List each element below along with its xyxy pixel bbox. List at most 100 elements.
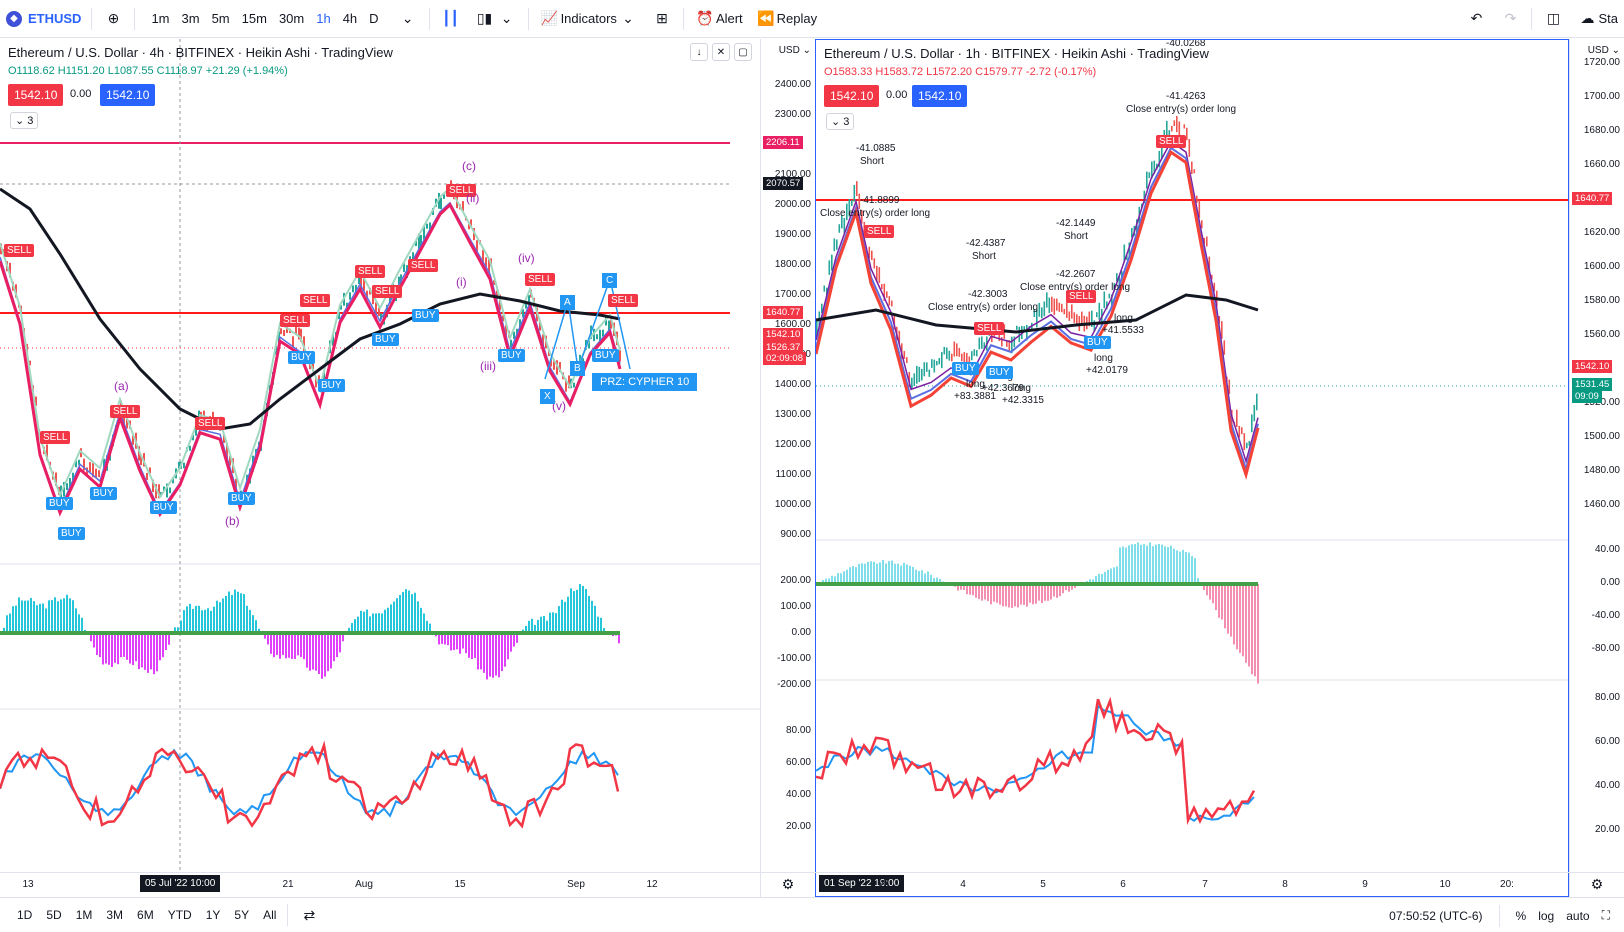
timeframe-dropdown[interactable]: ⌄ xyxy=(391,0,425,38)
timeframe-D[interactable]: D xyxy=(369,11,379,26)
range-all[interactable]: All xyxy=(263,908,277,922)
range-3m[interactable]: 3M xyxy=(106,908,124,922)
maximize-icon[interactable]: ▢ xyxy=(734,43,752,61)
left-time-axis[interactable]: 05 Jul '22 10:00 13 21 Aug 15 Sep 12 xyxy=(0,872,760,896)
strategy-note: Short xyxy=(1064,231,1088,242)
candle xyxy=(878,267,881,283)
undo-button[interactable]: ↶ xyxy=(1459,0,1493,38)
oscillator-bar xyxy=(1110,568,1112,584)
oscillator-bar xyxy=(303,633,305,660)
timeframe-5m[interactable]: 5m xyxy=(211,11,230,26)
percent-toggle[interactable]: % xyxy=(1515,908,1527,923)
oscillator-bar xyxy=(192,608,194,633)
oscillator-bar xyxy=(276,633,278,655)
sell-signal: SELL xyxy=(195,417,226,430)
candle xyxy=(1193,169,1196,174)
range-6m[interactable]: 6M xyxy=(137,908,154,922)
range-1y[interactable]: 1Y xyxy=(205,908,221,922)
candle xyxy=(149,467,151,474)
left-price-scale[interactable]: USD ⌄ 2400.00 2300.00 2100.00 2000.00 1900.0… xyxy=(760,39,815,897)
right-time-axis[interactable]: 01 Sep '22 19:00 3 4 5 6 7 8 9 10 20: xyxy=(815,872,1569,896)
oscillator-bar xyxy=(1089,579,1091,584)
candle xyxy=(1248,440,1251,446)
timeframe-30m[interactable]: 30m xyxy=(278,11,305,26)
candle xyxy=(976,350,978,357)
log-toggle[interactable]: log xyxy=(1538,908,1555,923)
right-indicator-collapse[interactable]: ⌄ 3 xyxy=(826,113,855,130)
candle xyxy=(69,478,71,487)
right-settings-button[interactable]: ⚙ xyxy=(1569,872,1624,896)
candle-style-button[interactable]: ▯▮ ⌄ xyxy=(468,0,524,38)
candle xyxy=(926,362,928,372)
price-badge: 2206.11 xyxy=(763,136,803,149)
left-sell-price[interactable]: 1542.10 xyxy=(8,84,64,106)
candle xyxy=(928,369,931,377)
range-1d[interactable]: 1D xyxy=(17,908,33,922)
left-buy-price[interactable]: 1542.10 xyxy=(100,84,156,106)
candle xyxy=(1246,442,1248,449)
left-indicator-collapse[interactable]: ⌄ 3 xyxy=(10,112,39,129)
oscillator-bar xyxy=(537,619,539,633)
right-currency: USD xyxy=(1587,45,1609,56)
oscillator-bar xyxy=(1038,584,1040,601)
close-icon[interactable]: ✕ xyxy=(712,43,730,61)
buy-signal: BUY xyxy=(1084,336,1111,349)
candle xyxy=(888,296,891,306)
alert-button[interactable]: ⏰ Alert xyxy=(688,0,749,38)
price-tick: 1100.00 xyxy=(775,469,811,480)
right-price-scale[interactable]: USD ⌄ 1720.00 1700.00 1680.00 1660.00 1620.0… xyxy=(1569,39,1624,897)
range-5y[interactable]: 5Y xyxy=(234,908,250,922)
range-5d[interactable]: 5D xyxy=(46,908,62,922)
left-currency-label[interactable]: USD ⌄ xyxy=(778,45,811,56)
symbol-search[interactable]: ◆ ETHUSD xyxy=(0,0,87,38)
replay-button[interactable]: ⏪ Replay xyxy=(749,0,823,38)
layouts-button[interactable]: ⊞ xyxy=(645,0,679,38)
layout-select-button[interactable]: ◫ xyxy=(1536,0,1570,38)
oscillator-bar xyxy=(1218,584,1220,618)
right-chart-canvas[interactable] xyxy=(816,40,1568,896)
compare-button[interactable]: ⊕ xyxy=(96,0,130,38)
indicators-button[interactable]: 📈 Indicators ⌄ xyxy=(533,0,645,38)
candle xyxy=(1106,301,1108,310)
oscillator-bar xyxy=(852,566,854,584)
left-chart-canvas[interactable] xyxy=(0,39,760,897)
timeframe-3m[interactable]: 3m xyxy=(181,11,200,26)
right-sell-price[interactable]: 1542.10 xyxy=(824,85,880,107)
oscillator-bar xyxy=(825,578,827,584)
oscillator-bar xyxy=(177,627,179,633)
candle xyxy=(911,377,913,390)
range-1m[interactable]: 1M xyxy=(75,908,93,922)
oscillator-bar xyxy=(834,576,836,584)
time-tick: 6 xyxy=(1120,879,1126,890)
sell-signal: SELL xyxy=(974,322,1005,335)
candle xyxy=(981,336,983,349)
oscillator-bar xyxy=(1023,584,1025,605)
range-ytd[interactable]: YTD xyxy=(167,908,192,922)
oscillator-bar xyxy=(12,606,14,633)
right-currency-label[interactable]: USD ⌄ xyxy=(1587,45,1620,56)
cloud-save-button[interactable]: ☁ Sta xyxy=(1570,0,1624,38)
timeframe-1h[interactable]: 1h xyxy=(316,11,331,26)
strategy-note: +42.3315 xyxy=(1002,395,1044,406)
left-chart-pane[interactable]: Ethereum / U.S. Dollar · 4h · BITFINEX ·… xyxy=(0,39,760,897)
oscillator-tick: -100.00 xyxy=(777,653,811,664)
timeframe-4h[interactable]: 4h xyxy=(342,11,358,26)
bar-style-button[interactable]: ┃┃ xyxy=(434,0,468,38)
oscillator-bar xyxy=(234,589,236,633)
auto-toggle[interactable]: auto xyxy=(1566,908,1590,923)
left-settings-button[interactable]: ⚙ xyxy=(760,872,815,896)
fullscreen-icon[interactable]: ⛶ xyxy=(1601,908,1610,922)
calendar-range-icon[interactable]: ⇄ xyxy=(303,906,316,923)
right-buy-price[interactable]: 1542.10 xyxy=(912,85,968,107)
buy-signal: BUY xyxy=(58,527,85,540)
timeframe-1m[interactable]: 1m xyxy=(151,11,170,26)
oscillator-bar xyxy=(963,584,965,590)
arrow-down-icon[interactable]: ↓ xyxy=(690,43,708,61)
oscillator-bar xyxy=(597,616,599,633)
redo-button[interactable]: ↷ xyxy=(1493,0,1527,38)
right-chart-pane[interactable]: Ethereum / U.S. Dollar · 1h · BITFINEX ·… xyxy=(815,39,1569,897)
clock-label[interactable]: 07:50:52 (UTC-6) xyxy=(1389,908,1483,923)
oscillator-bar xyxy=(528,620,530,633)
timeframe-15m[interactable]: 15m xyxy=(241,11,267,26)
oscillator-bar xyxy=(1176,550,1178,584)
